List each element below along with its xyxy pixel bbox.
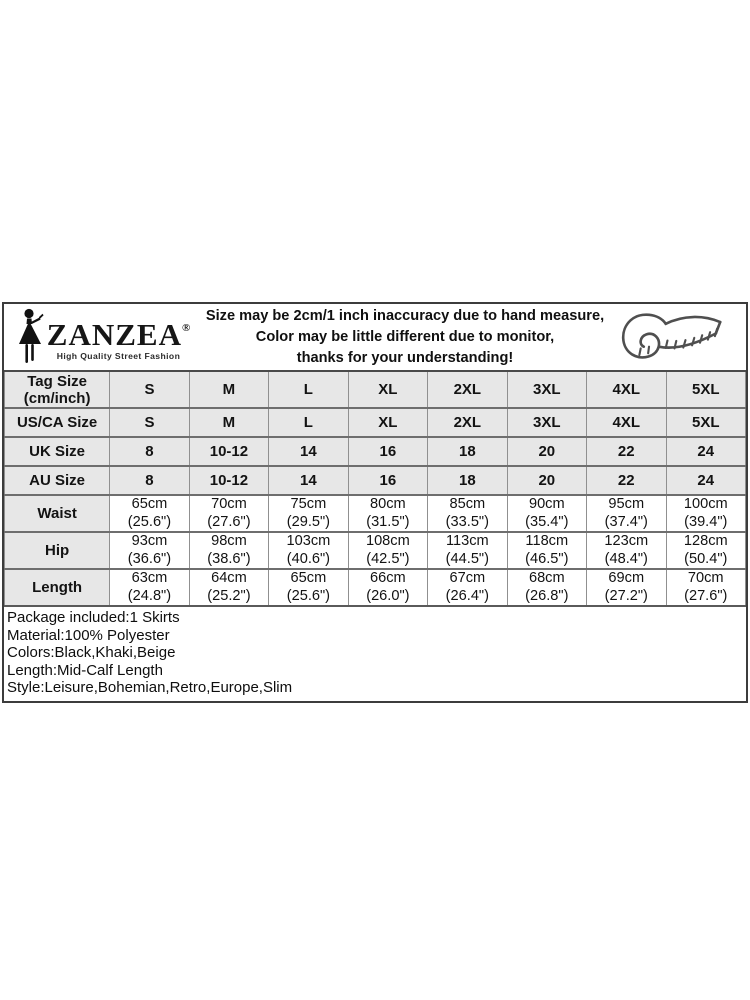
measure-cell: 70cm (27.6") [188,494,270,533]
measure-cell: 63cm (24.8") [109,568,190,607]
measure-cell: 66cm (26.0") [347,568,429,607]
size-cell: 8 [109,465,190,496]
notice-line-1: Size may be 2cm/1 inch inaccuracy due to… [205,307,605,324]
brand-name: ZANZEA® [46,317,191,352]
detail-line: Style:Leisure,Bohemian,Retro,Europe,Slim [7,679,293,697]
row-label: Tag Size (cm/inch) [3,372,111,409]
measure-cell: 65cm (25.6") [109,494,190,533]
size-row: US/CA Size S M L XL 2XL 3XL 4XL 5XL [3,407,746,438]
measure-cell: 85cm (33.5") [427,494,508,533]
measure-cell: 69cm (27.2") [586,568,667,607]
measure-cell: 113cm (44.5") [427,531,508,570]
size-row: UK Size 8 10-12 14 16 18 20 22 24 [3,436,746,467]
size-cell: S [109,407,190,438]
size-cell: 14 [268,436,349,467]
measure-cell: 123cm (48.4") [586,531,667,570]
measure-cell: 98cm (38.6") [188,531,270,570]
size-table: Tag Size (cm/inch) S M L XL 2XL 3XL 4XL 5XL US/CA … [3,372,746,607]
measure-cell: 65cm (25.6") [268,568,349,607]
measure-cell: 80cm (31.5") [347,494,429,533]
row-label: Hip [3,531,111,570]
measure-cell: 128cm (50.4") [665,531,746,570]
size-cell: 24 [665,465,746,496]
size-row: Tag Size (cm/inch) S M L XL 2XL 3XL 4XL 5XL [3,372,746,409]
detail-line: Package included:1 Skirts [7,609,180,626]
size-cell: 3XL [506,372,588,409]
measure-cell: 90cm (35.4") [506,494,588,533]
size-cell: M [188,372,270,409]
size-cell: 14 [268,465,349,496]
size-cell: 16 [347,465,429,496]
measure-row: Waist 65cm (25.6") 70cm (27.6") 75cm (29.5") 80… [3,494,746,533]
measure-cell: 118cm (46.5") [506,531,588,570]
measure-cell: 67cm (26.4") [427,568,508,607]
row-label: Length [3,568,111,607]
product-details: Package included:1 Skirts Material:100% P… [4,607,746,701]
size-cell: XL [347,372,429,409]
measure-cell: 75cm (29.5") [268,494,349,533]
brand-logo: ZANZEA® High Quality Street Fashion [4,308,202,366]
size-chart-sheet: ZANZEA® High Quality Street Fashion Size… [2,302,748,703]
size-cell: 10-12 [188,436,270,467]
size-cell: L [268,407,349,438]
measuring-tape-icon [621,313,722,359]
row-label: AU Size [3,465,111,496]
notice-line-2: Color may be little different due to mon… [255,328,555,345]
size-cell: 20 [506,465,588,496]
row-label: US/CA Size [3,407,111,438]
detail-line: Material:100% Polyester [7,626,170,644]
size-cell: 3XL [506,407,588,438]
size-cell: L [268,372,349,409]
header-band: ZANZEA® High Quality Street Fashion Size… [4,304,746,372]
detail-line: Length:Mid-Calf Length [7,661,163,679]
measure-cell: 70cm (27.6") [665,568,746,607]
measure-row: Length 63cm (24.8") 64cm (25.2") 65cm (25.6") 6… [3,568,746,607]
size-cell: M [188,407,270,438]
size-cell: 8 [109,436,190,467]
size-cell: XL [347,407,429,438]
size-cell: 20 [506,436,588,467]
measure-cell: 95cm (37.4") [586,494,667,533]
size-cell: S [109,372,190,409]
measure-cell: 103cm (40.6") [268,531,349,570]
notice-text: Size may be 2cm/1 inch inaccuracy due to… [202,306,608,369]
size-cell: 5XL [665,407,746,438]
size-row: AU Size 8 10-12 14 16 18 20 22 24 [3,465,746,496]
row-label: Waist [3,494,111,533]
notice-line-3: thanks for your understanding! [296,349,514,366]
measure-cell: 64cm (25.2") [188,568,270,607]
brand-tagline: High Quality Street Fashion [56,351,181,361]
measure-cell: 93cm (36.6") [109,531,190,570]
size-cell: 16 [347,436,429,467]
measure-cell: 68cm (26.8") [506,568,588,607]
size-cell: 5XL [665,372,746,409]
woman-silhouette-icon [18,308,44,363]
size-cell: 22 [586,465,667,496]
measure-row: Hip 93cm (36.6") 98cm (38.6") 103cm (40.6") 108… [3,531,746,570]
measure-cell: 108cm (42.5") [347,531,429,570]
row-label: UK Size [3,436,111,467]
size-cell: 4XL [586,407,667,438]
size-cell: 18 [427,465,508,496]
size-cell: 2XL [427,372,508,409]
size-cell: 22 [586,436,667,467]
size-cell: 18 [427,436,508,467]
registered-mark: ® [181,322,191,334]
detail-line: Colors:Black,Khaki,Beige [7,644,176,662]
brand-logo-text: ZANZEA® High Quality Street Fashion [47,313,190,361]
measure-cell: 100cm (39.4") [665,494,746,533]
size-cell: 2XL [427,407,508,438]
size-cell: 4XL [586,372,667,409]
size-cell: 24 [665,436,746,467]
size-cell: 10-12 [188,465,270,496]
